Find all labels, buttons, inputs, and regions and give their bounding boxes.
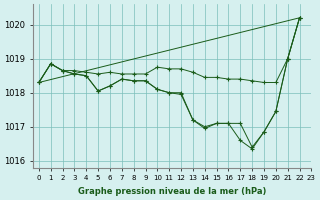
X-axis label: Graphe pression niveau de la mer (hPa): Graphe pression niveau de la mer (hPa) [78, 187, 266, 196]
